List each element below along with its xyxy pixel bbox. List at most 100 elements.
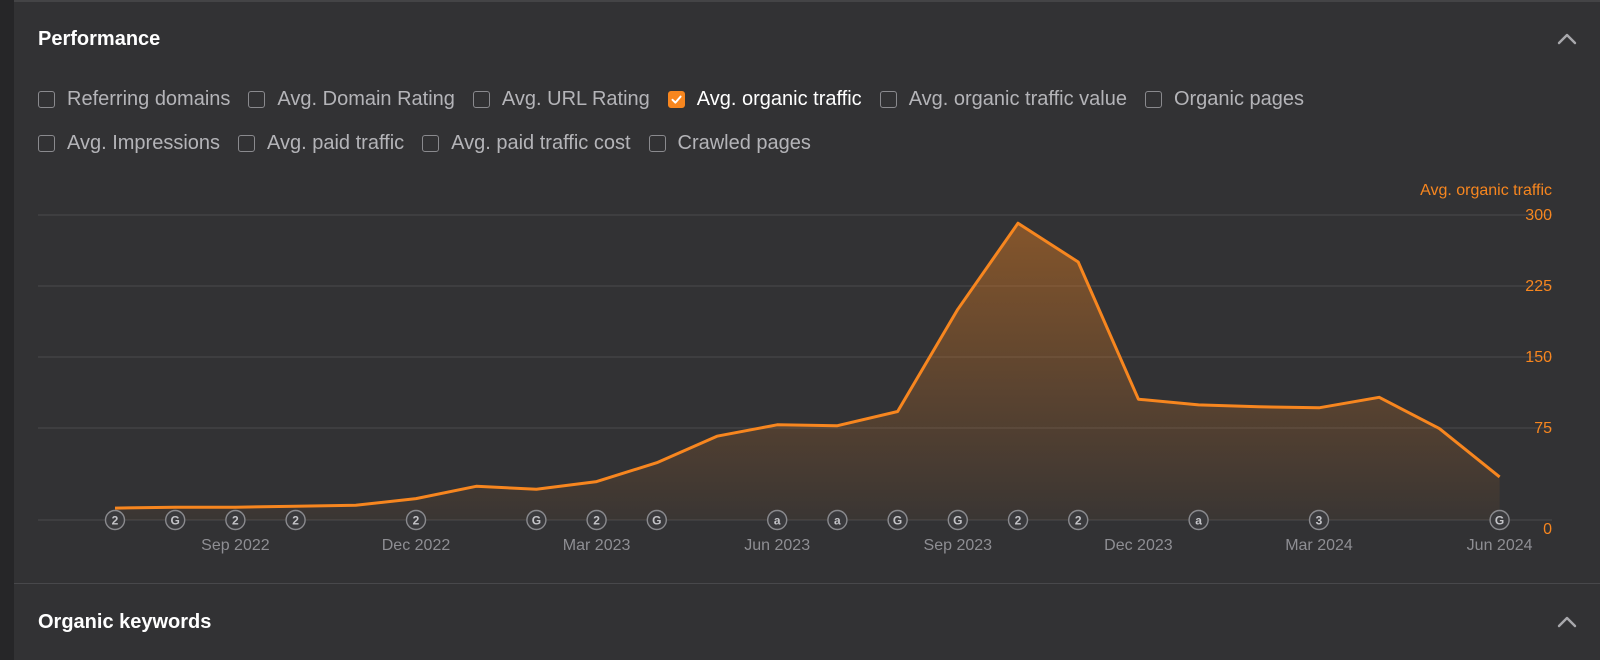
annotation-circle [586, 509, 607, 531]
filter-avg-paid-traffic[interactable]: Avg. paid traffic [238, 132, 404, 155]
checkbox[interactable] [879, 90, 897, 108]
checkbox[interactable] [422, 134, 440, 152]
section-divider [14, 583, 1600, 584]
x-tick-label: Jun 2024 [1467, 537, 1533, 554]
top-border [14, 0, 1600, 2]
annotation-marker[interactable]: G [646, 509, 667, 531]
annotation-circle [767, 509, 788, 531]
checkbox[interactable] [472, 90, 490, 108]
x-tick-label: Sep 2022 [201, 537, 270, 554]
report-panel: Performance Referring domains Avg. Domain… [14, 0, 1600, 660]
filter-label: Crawled pages [677, 131, 811, 154]
filter-avg-domain-rating[interactable]: Avg. Domain Rating [248, 88, 455, 111]
annotation-label: a [774, 514, 781, 528]
filter-avg-url-rating[interactable]: Avg. URL Rating [472, 87, 650, 111]
checkbox[interactable] [38, 90, 55, 108]
annotation-circle [285, 509, 306, 531]
annotation-label: G [652, 514, 661, 528]
traffic-line [114, 221, 1501, 510]
annotation-marker[interactable]: a [1188, 509, 1209, 531]
filter-label: Referring domains [67, 87, 231, 110]
filter-label: Avg. URL Rating [501, 87, 650, 110]
annotation-circle [1067, 509, 1089, 531]
checkbox[interactable] [667, 90, 685, 108]
chevron-up-icon [1557, 33, 1577, 45]
annotation-label: G [953, 514, 962, 528]
annotation-label: 2 [292, 514, 299, 528]
annotation-label: 2 [1075, 514, 1082, 528]
annotation-marker[interactable]: G [526, 509, 547, 531]
x-tick-label: Dec 2022 [382, 537, 451, 554]
filter-label: Avg. Impressions [67, 131, 221, 154]
organic-keywords-title: Organic keywords [38, 611, 212, 633]
annotation-circle [646, 509, 667, 531]
annotation-label: G [532, 514, 541, 528]
annotation-circle [887, 509, 908, 531]
filter-label: Avg. organic traffic [696, 87, 862, 110]
annotation-marker[interactable]: 2 [104, 509, 126, 531]
filter-organic-pages[interactable]: Organic pages [1144, 87, 1305, 111]
annotation-marker[interactable]: 2 [1007, 509, 1029, 531]
annotation-marker[interactable]: 2 [285, 509, 306, 531]
chevron-up-icon [1557, 616, 1577, 628]
annotation-marker[interactable]: G [887, 509, 908, 531]
annotation-label: 2 [413, 514, 420, 528]
annotation-circle [164, 509, 186, 531]
organic-keywords-collapse-button[interactable] [1554, 609, 1580, 635]
y-tick-label: 0 [1543, 521, 1552, 538]
annotation-marker[interactable]: G [164, 509, 186, 531]
y-axis-title: Avg. organic traffic [1420, 182, 1552, 199]
filter-avg-impressions[interactable]: Avg. Impressions [38, 132, 220, 155]
x-tick-label: Dec 2023 [1104, 537, 1173, 554]
checkbox[interactable] [648, 134, 666, 152]
annotation-marker[interactable]: 2 [586, 509, 607, 531]
annotation-circle [225, 509, 246, 531]
annotation-marker[interactable]: G [1489, 509, 1510, 531]
annotation-circle [104, 509, 126, 531]
checkbox[interactable] [248, 90, 266, 108]
checkmark-icon [671, 95, 682, 104]
filter-referring-domains[interactable]: Referring domains [38, 88, 230, 111]
filter-label: Avg. Domain Rating [277, 87, 455, 110]
checkbox[interactable] [1144, 90, 1162, 108]
filter-crawled-pages[interactable]: Crawled pages [648, 131, 811, 155]
annotation-marker[interactable]: 2 [1067, 509, 1089, 531]
x-tick-label: Mar 2024 [1285, 537, 1353, 554]
checkbox[interactable] [38, 134, 55, 152]
annotation-marker[interactable]: G [947, 509, 968, 531]
x-tick-label: Sep 2023 [924, 537, 993, 554]
annotation-marker[interactable]: 2 [405, 509, 427, 531]
annotation-circle [526, 509, 547, 531]
filter-row: Avg. Impressions Avg. paid traffic Avg. pa… [38, 128, 1458, 158]
performance-chart: Avg. organic traffic 0 75 150 225 300 Sep 2022… [14, 170, 1600, 580]
performance-collapse-button[interactable] [1554, 26, 1580, 52]
annotation-marker[interactable]: 3 [1308, 509, 1330, 531]
filter-avg-organic-traffic-value[interactable]: Avg. organic traffic value [879, 88, 1127, 111]
annotation-label: 2 [593, 514, 600, 528]
metric-filters: Referring domains Avg. Domain Rating Avg. … [38, 84, 1458, 172]
performance-title: Performance [38, 28, 161, 50]
annotation-label: G [171, 514, 180, 528]
filter-avg-paid-traffic-cost[interactable]: Avg. paid traffic cost [422, 132, 631, 155]
y-tick-label: 300 [1525, 207, 1552, 224]
filter-label: Organic pages [1173, 87, 1305, 110]
checkbox[interactable] [238, 134, 256, 152]
annotation-marker[interactable]: a [827, 509, 848, 531]
annotation-circle [1308, 509, 1330, 531]
annotation-marker[interactable]: a [767, 509, 788, 531]
x-tick-label: Mar 2023 [563, 537, 631, 554]
filter-avg-organic-traffic[interactable]: Avg. organic traffic [667, 87, 862, 111]
filter-row: Referring domains Avg. Domain Rating Avg. … [38, 84, 1458, 114]
annotation-label: 2 [232, 514, 239, 528]
annotation-circle [1188, 509, 1209, 531]
annotation-marker[interactable]: 2 [225, 509, 246, 531]
x-tick-label: Jun 2023 [744, 537, 810, 554]
annotation-circle [1489, 509, 1510, 531]
annotation-circle [827, 509, 848, 531]
annotation-circle [1007, 509, 1029, 531]
annotation-label: G [893, 514, 902, 528]
y-tick-label: 150 [1525, 349, 1552, 366]
annotation-circle [405, 509, 427, 531]
traffic-chart-svg: Avg. organic traffic 0 75 150 225 300 Sep 2022… [38, 182, 1552, 554]
y-tick-label: 225 [1525, 278, 1552, 295]
